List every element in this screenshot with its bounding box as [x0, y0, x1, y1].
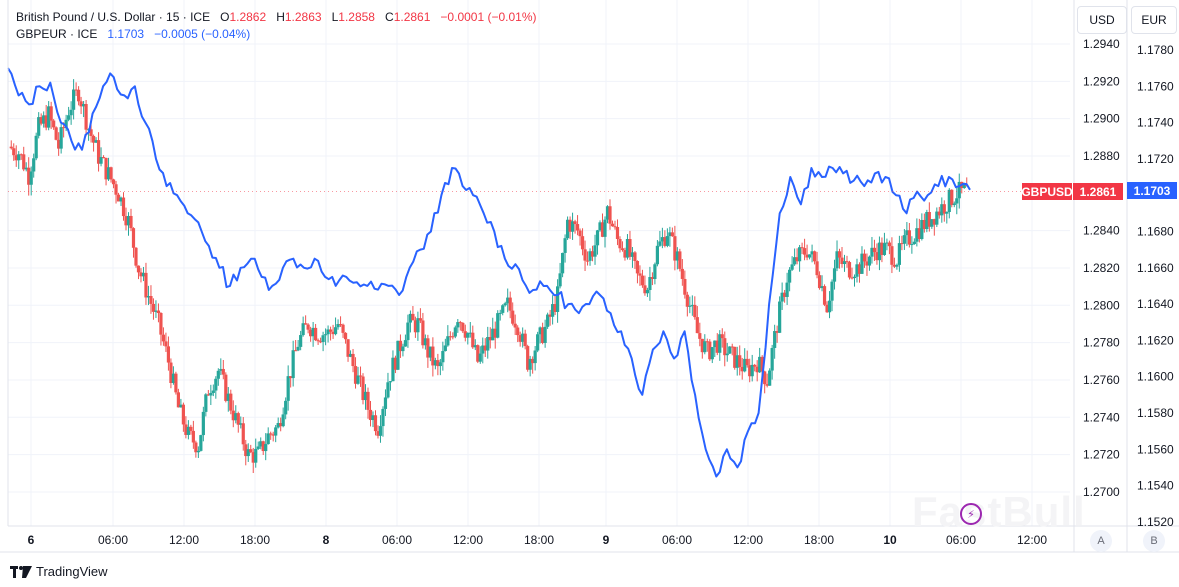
- lightning-icon[interactable]: ⚡: [960, 503, 982, 525]
- tradingview-label: TradingView: [36, 564, 108, 579]
- svg-text:1.2760: 1.2760: [1083, 373, 1120, 387]
- svg-text:1.1520: 1.1520: [1137, 515, 1174, 529]
- svg-text:06:00: 06:00: [946, 533, 976, 547]
- svg-text:1.1780: 1.1780: [1137, 43, 1174, 57]
- svg-text:1.1540: 1.1540: [1137, 479, 1174, 493]
- auto-scale-button-a[interactable]: A: [1090, 530, 1112, 552]
- legend-o-label: O: [220, 10, 230, 24]
- svg-text:9: 9: [603, 533, 610, 547]
- svg-text:18:00: 18:00: [804, 533, 834, 547]
- svg-text:1.1680: 1.1680: [1137, 225, 1174, 239]
- svg-text:1.1720: 1.1720: [1137, 152, 1174, 166]
- legend-value-gbpeur: 1.1703: [107, 27, 145, 41]
- chart-legend: British Pound / U.S. Dollar · 15 · ICE O…: [16, 9, 537, 43]
- svg-text:1.1620: 1.1620: [1137, 333, 1174, 347]
- svg-text:1.2720: 1.2720: [1083, 448, 1120, 462]
- svg-text:1.2880: 1.2880: [1083, 149, 1120, 163]
- svg-text:1.1640: 1.1640: [1137, 297, 1174, 311]
- svg-text:1.2940: 1.2940: [1083, 37, 1120, 51]
- svg-text:06:00: 06:00: [662, 533, 692, 547]
- legend-symbol-gbpeur: GBPEUR · ICE: [16, 27, 98, 41]
- gbpusd-symbol-tag: GBPUSD: [1021, 183, 1073, 200]
- svg-text:1.2920: 1.2920: [1083, 74, 1120, 88]
- legend-row-gbpeur[interactable]: GBPEUR · ICE 1.1703 −0.0005 (−0.04%): [16, 26, 537, 43]
- svg-text:1.2840: 1.2840: [1083, 224, 1120, 238]
- legend-o-value: 1.2862: [229, 10, 267, 24]
- svg-text:1.2780: 1.2780: [1083, 336, 1120, 350]
- legend-h-label: H: [276, 10, 285, 24]
- svg-text:1.1760: 1.1760: [1137, 79, 1174, 93]
- svg-text:1.2900: 1.2900: [1083, 112, 1120, 126]
- svg-text:06:00: 06:00: [98, 533, 128, 547]
- gbpeur-price-tag: 1.1703: [1127, 182, 1177, 199]
- legend-change-gbpusd: −0.0001 (−0.01%): [440, 10, 537, 24]
- svg-text:12:00: 12:00: [169, 533, 199, 547]
- tradingview-brand[interactable]: TradingView: [10, 564, 108, 579]
- legend-change-gbpeur: −0.0005 (−0.04%): [154, 27, 251, 41]
- svg-text:06:00: 06:00: [382, 533, 412, 547]
- svg-text:1.1660: 1.1660: [1137, 261, 1174, 275]
- legend-c-label: C: [385, 10, 394, 24]
- svg-text:12:00: 12:00: [733, 533, 763, 547]
- gbpusd-candles: [9, 79, 969, 473]
- svg-text:1.2740: 1.2740: [1083, 410, 1120, 424]
- fastbull-watermark: FastBull: [912, 488, 1086, 535]
- svg-text:6: 6: [28, 533, 35, 547]
- svg-text:1.2800: 1.2800: [1083, 298, 1120, 312]
- svg-text:12:00: 12:00: [453, 533, 483, 547]
- legend-c-value: 1.2861: [393, 10, 431, 24]
- axes: 1.2940 1.2920 1.2900 1.2880 1.2840 1.2820 1.28…: [0, 0, 1179, 553]
- gbpusd-price-tag: 1.2861: [1073, 183, 1123, 200]
- svg-text:18:00: 18:00: [240, 533, 270, 547]
- legend-l-label: L: [331, 10, 339, 24]
- usd-scale-button[interactable]: USD: [1077, 6, 1127, 34]
- svg-text:1.2700: 1.2700: [1083, 485, 1120, 499]
- legend-row-gbpusd[interactable]: British Pound / U.S. Dollar · 15 · ICE O…: [16, 9, 537, 26]
- svg-text:1.1600: 1.1600: [1137, 370, 1174, 384]
- svg-text:1.1740: 1.1740: [1137, 116, 1174, 130]
- tradingview-logo-icon: [10, 565, 32, 578]
- legend-h-value: 1.2863: [284, 10, 322, 24]
- svg-text:1.1580: 1.1580: [1137, 406, 1174, 420]
- svg-text:10: 10: [883, 533, 897, 547]
- legend-symbol-gbpusd: British Pound / U.S. Dollar · 15 · ICE: [16, 10, 211, 24]
- grid-lines: [8, 0, 1070, 526]
- svg-text:1.1560: 1.1560: [1137, 442, 1174, 456]
- svg-text:1.2820: 1.2820: [1083, 261, 1120, 275]
- svg-text:18:00: 18:00: [524, 533, 554, 547]
- gbpeur-line: [7, 67, 971, 478]
- legend-l-value: 1.2858: [338, 10, 375, 24]
- eur-scale-button[interactable]: EUR: [1131, 6, 1177, 34]
- auto-scale-button-b[interactable]: B: [1143, 530, 1165, 552]
- svg-text:12:00: 12:00: [1017, 533, 1047, 547]
- svg-text:8: 8: [323, 533, 330, 547]
